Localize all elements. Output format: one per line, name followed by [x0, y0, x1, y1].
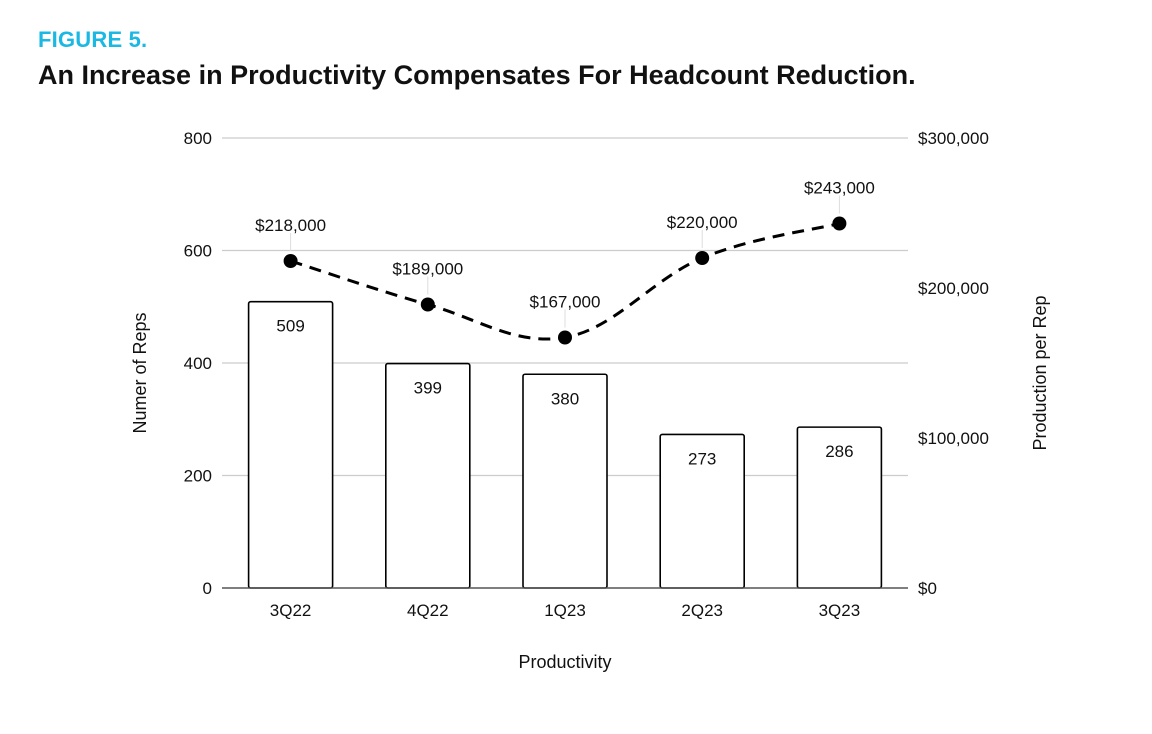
- bar-data-label: 399: [414, 379, 442, 398]
- bar-data-label: 286: [825, 442, 853, 461]
- y-right-tick-label: $200,000: [918, 279, 989, 298]
- y-axis-left-title: Numer of Reps: [130, 312, 150, 433]
- y-right-tick-label: $0: [918, 579, 937, 598]
- x-tick-label: 3Q22: [270, 601, 312, 620]
- y-left-tick-label: 800: [184, 129, 212, 148]
- x-axis: 3Q22 4Q22 1Q23 2Q23 3Q23: [222, 587, 908, 620]
- line-point: [558, 330, 572, 345]
- line-data-label: $167,000: [530, 293, 601, 312]
- figure-label: FIGURE 5.: [38, 27, 148, 52]
- bar-data-label: 380: [551, 389, 579, 408]
- x-tick-label: 4Q22: [407, 601, 449, 620]
- x-tick-label: 1Q23: [544, 601, 586, 620]
- line-point: [283, 254, 298, 268]
- y-left-tick-label: 400: [184, 354, 212, 373]
- line-series: $218,000 $189,000 $167,000 $220,000 $243,000: [255, 179, 875, 345]
- y-left-tick-label: 0: [203, 579, 212, 598]
- line-point: [420, 297, 435, 312]
- y-right-tick-label: $300,000: [918, 129, 989, 148]
- y-left-tick-label: 600: [184, 242, 212, 261]
- line-point: [695, 251, 710, 265]
- line-point: [832, 216, 847, 231]
- line-data-label: $218,000: [255, 216, 326, 235]
- x-axis-title: Productivity: [518, 652, 611, 672]
- left-axis: 0 200 400 600 800: [184, 129, 212, 598]
- y-right-tick-label: $100,000: [918, 429, 989, 448]
- y-axis-right-title: Production per Rep: [1030, 295, 1050, 450]
- right-axis: $0 $100,000 $200,000 $300,000: [918, 129, 989, 598]
- bar-data-label: 509: [276, 317, 304, 336]
- y-left-tick-label: 200: [184, 467, 212, 486]
- bar-data-label: 273: [688, 449, 716, 468]
- x-tick-label: 2Q23: [681, 601, 723, 620]
- line-data-label: $220,000: [667, 213, 738, 232]
- bar: [247, 300, 334, 589]
- chart-title: An Increase in Productivity Compensates …: [38, 60, 916, 90]
- line-data-label: $243,000: [804, 179, 875, 198]
- line-data-label: $189,000: [392, 260, 463, 279]
- x-tick-label: 3Q23: [819, 601, 861, 620]
- bars: 509 399 380 273 286: [247, 300, 883, 589]
